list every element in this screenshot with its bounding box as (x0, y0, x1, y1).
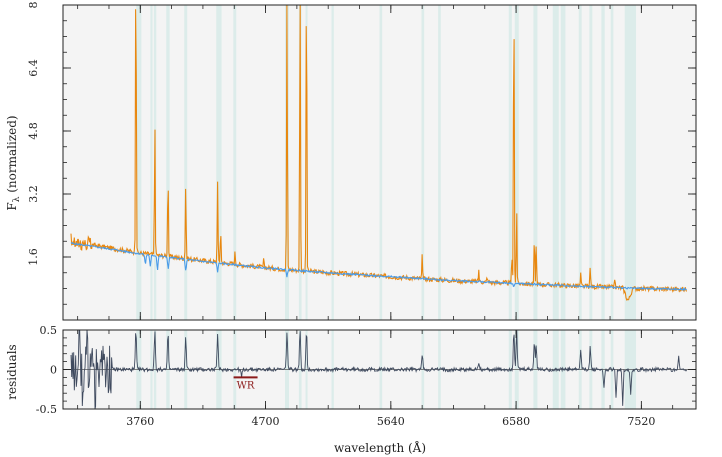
wr-annotation: WR (233, 376, 258, 391)
flux-panel: 1.6 3.2 4.8 6.4 8 Fλ (normalized) (5, 2, 697, 321)
flux-masked-band (421, 5, 425, 320)
flux-masked-band (533, 5, 538, 320)
flux-masked-band (379, 5, 383, 320)
flux-masked-band (331, 5, 334, 320)
flux-masked-band (150, 5, 153, 320)
x-tick-label: 6580 (502, 415, 530, 428)
residuals-line (70, 329, 688, 410)
flux-y-tick-label: 8 (27, 2, 40, 9)
x-tick-label: 3760 (126, 415, 154, 428)
x-tick-label: 4700 (252, 415, 280, 428)
flux-masked-band (560, 5, 566, 320)
x-axis-label: wavelength (Å) (334, 440, 426, 455)
flux-masked-band (514, 5, 519, 320)
residuals-y-axis-label: residuals (5, 344, 19, 399)
residuals-ticks: 3760 4700 5640 6580 7520 -0.5 0 0.5 (36, 324, 696, 428)
flux-ylabel-rest: (normalized) (5, 115, 19, 196)
flux-masked-band (233, 5, 237, 320)
flux-masked-band (305, 5, 308, 320)
flux-masked-band (552, 5, 559, 320)
flux-masked-band (216, 5, 222, 320)
flux-masked-band (624, 5, 637, 320)
flux-y-axis-label: Fλ (normalized) (5, 115, 22, 210)
flux-masked-band (508, 5, 512, 320)
model-spectrum-line (70, 241, 687, 292)
flux-masked-band (136, 5, 142, 320)
flux-series (70, 4, 688, 301)
flux-masked-band (578, 5, 582, 320)
flux-masked-band (601, 5, 605, 320)
flux-masked-band (166, 5, 170, 320)
flux-ticks: 1.6 3.2 4.8 6.4 8 (27, 2, 696, 320)
wr-label: WR (237, 380, 255, 391)
flux-y-tick-label: 1.6 (27, 248, 40, 266)
flux-ylabel-sub: λ (12, 196, 22, 202)
residuals-series (70, 329, 688, 410)
x-tick-label: 5640 (377, 415, 405, 428)
flux-y-tick-label: 6.4 (27, 59, 40, 77)
x-tick-label: 7520 (627, 415, 655, 428)
flux-y-tick-label: 4.8 (27, 122, 40, 140)
residuals-y-tick-label: 0 (50, 364, 57, 377)
flux-masked-band (610, 5, 614, 320)
flux-masked-band (184, 5, 188, 320)
flux-masked-band (438, 5, 441, 320)
flux-ylabel-main: F (5, 202, 19, 210)
residuals-y-tick-label: 0.5 (40, 324, 58, 337)
residuals-y-tick-label: -0.5 (36, 403, 57, 416)
residuals-panel: WR 3760 4700 5640 6580 7520 -0.5 0 0.5 residual… (5, 324, 697, 428)
flux-masked-band (589, 5, 593, 320)
flux-y-tick-label: 3.2 (27, 185, 40, 203)
